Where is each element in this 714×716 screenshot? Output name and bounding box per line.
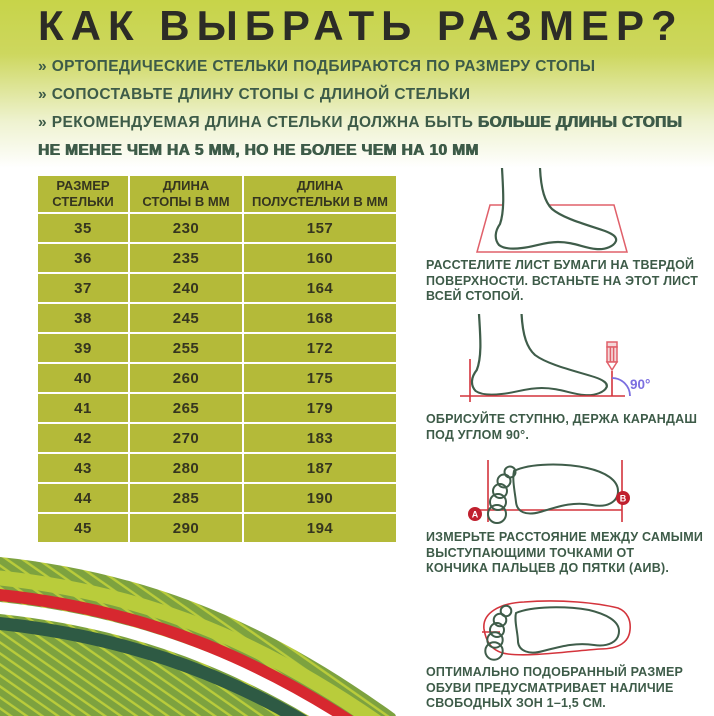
bullet-3: » РЕКОМЕНДУЕМАЯ ДЛИНА СТЕЛЬКИ ДОЛЖНА БЫТ… <box>38 109 702 165</box>
wave-white-stripe <box>0 602 333 716</box>
cell-foot-length: 270 <box>130 424 244 454</box>
col-header-halfinsole-length: ДЛИНА ПОЛУСТЕЛЬКИ В ММ <box>244 176 396 214</box>
measure-lines <box>476 460 623 522</box>
intro-bullets: » ОРТОПЕДИЧЕСКИЕ СТЕЛЬКИ ПОДБИРАЮТСЯ ПО … <box>38 53 702 165</box>
instruction-step-3: А В ИЗМЕРЬТЕ РАССТОЯНИЕ МЕЖДУ САМЫМИ ВЫС… <box>426 452 706 577</box>
wave-red-stripe <box>0 589 354 716</box>
cell-foot-length: 245 <box>130 304 244 334</box>
cell-halfinsole-length: 164 <box>244 274 396 304</box>
table-row: 37 240 164 <box>38 274 396 304</box>
cell-halfinsole-length: 160 <box>244 244 396 274</box>
page-title: КАК ВЫБРАТЬ РАЗМЕР? <box>38 2 684 49</box>
table-row: 40 260 175 <box>38 364 396 394</box>
step-3-caption: ИЗМЕРЬТЕ РАССТОЯНИЕ МЕЖДУ САМЫМИ ВЫСТУПА… <box>426 530 703 575</box>
cell-size: 45 <box>38 514 130 542</box>
bullet-1: » ОРТОПЕДИЧЕСКИЕ СТЕЛЬКИ ПОДБИРАЮТСЯ ПО … <box>38 58 596 75</box>
foot-outline <box>494 167 618 251</box>
step-4-caption: ОПТИМАЛЬНО ПОДОБРАННЫЙ РАЗМЕР ОБУВИ ПРЕД… <box>426 665 684 710</box>
cell-size: 37 <box>38 274 130 304</box>
cell-foot-length: 235 <box>130 244 244 274</box>
step-1-caption: РАССТЕЛИТЕ ЛИСТ БУМАГИ НА ТВЕРДОЙ ПОВЕРХ… <box>426 258 699 303</box>
table-row: 42 270 183 <box>38 424 396 454</box>
col-header-foot-length: ДЛИНА СТОПЫ В ММ <box>130 176 244 214</box>
step-2-caption: ОБРИСУЙТЕ СТУПНЮ, ДЕРЖА КАРАНДАШ ПОД УГЛ… <box>426 412 698 442</box>
cell-size: 43 <box>38 454 130 484</box>
instruction-step-4: ОПТИМАЛЬНО ПОДОБРАННЫЙ РАЗМЕР ОБУВИ ПРЕД… <box>426 597 706 712</box>
header-gradient <box>0 0 714 168</box>
size-table: РАЗМЕР СТЕЛЬКИ ДЛИНА СТОПЫ В ММ ДЛИНА ПО… <box>38 176 396 542</box>
point-a-badge: А <box>468 507 482 521</box>
footprint-outline <box>484 604 621 661</box>
pencil-icon <box>605 341 619 372</box>
cell-foot-length: 230 <box>130 214 244 244</box>
col-header-insole-size: РАЗМЕР СТЕЛЬКИ <box>38 176 130 214</box>
measure-lines <box>460 359 625 402</box>
cell-size: 38 <box>38 304 130 334</box>
table-row: 43 280 187 <box>38 454 396 484</box>
cell-size: 35 <box>38 214 130 244</box>
instruction-step-1: РАССТЕЛИТЕ ЛИСТ БУМАГИ НА ТВЕРДОЙ ПОВЕРХ… <box>426 166 706 305</box>
cell-foot-length: 240 <box>130 274 244 304</box>
point-a-label: А <box>472 510 479 520</box>
angle-arc <box>611 377 631 397</box>
cell-halfinsole-length: 187 <box>244 454 396 484</box>
table-row: 45 290 194 <box>38 514 396 542</box>
size-table-header: РАЗМЕР СТЕЛЬКИ ДЛИНА СТОПЫ В ММ ДЛИНА ПО… <box>38 176 396 214</box>
shoe-fit-illustration <box>482 600 631 661</box>
cell-foot-length: 280 <box>130 454 244 484</box>
angle-label: 90° <box>630 377 650 392</box>
cell-halfinsole-length: 175 <box>244 364 396 394</box>
table-row: 41 265 179 <box>38 394 396 424</box>
cell-foot-length: 255 <box>130 334 244 364</box>
paper-sheet <box>476 204 628 253</box>
bullet-3-bold: БОЛЬШЕ ДЛИНЫ СТОПЫ НЕ МЕНЕЕ ЧЕМ НА 5 ММ,… <box>38 114 683 159</box>
cell-foot-length: 265 <box>130 394 244 424</box>
cell-halfinsole-length: 168 <box>244 304 396 334</box>
cell-size: 44 <box>38 484 130 514</box>
trace-foot-illustration: 90° <box>460 313 650 402</box>
table-row: 39 255 172 <box>38 334 396 364</box>
cell-size: 41 <box>38 394 130 424</box>
cell-size: 42 <box>38 424 130 454</box>
cell-halfinsole-length: 194 <box>306 519 334 537</box>
bullet-3-normal: » РЕКОМЕНДУЕМАЯ ДЛИНА СТЕЛЬКИ ДОЛЖНА БЫТ… <box>38 114 478 131</box>
cell-halfinsole-length: 183 <box>244 424 396 454</box>
cell-foot-length: 290 <box>130 514 244 542</box>
bullet-2: » СОПОСТАВЬТЕ ДЛИНУ СТОПЫ С ДЛИНОЙ СТЕЛЬ… <box>38 86 471 103</box>
cell-halfinsole-length: 172 <box>244 334 396 364</box>
table-row: 44 285 190 <box>38 484 396 514</box>
measure-footprint-illustration: А В <box>468 460 630 524</box>
cell-halfinsole-length: 179 <box>244 394 396 424</box>
cell-foot-length: 285 <box>130 484 244 514</box>
foot-on-paper-illustration <box>476 167 628 253</box>
decorative-waves <box>0 557 396 716</box>
point-b-badge: В <box>616 491 630 505</box>
table-row: 36 235 160 <box>38 244 396 274</box>
cell-foot-length: 260 <box>130 364 244 394</box>
cell-halfinsole-length: 190 <box>244 484 396 514</box>
cell-size: 36 <box>38 244 130 274</box>
instruction-step-2: 90° ОБРИСУЙТЕ СТУПНЮ, ДЕРЖА КАРАНДАШ ПОД… <box>426 310 706 443</box>
footprint-outline <box>487 463 620 524</box>
wave-bright-stripe <box>0 570 382 716</box>
table-row: 35 230 157 <box>38 214 396 244</box>
table-row: 38 245 168 <box>38 304 396 334</box>
cell-halfinsole-length: 157 <box>244 214 396 244</box>
point-b-label: В <box>620 494 627 504</box>
cell-size: 39 <box>38 334 130 364</box>
shoe-outline <box>483 600 631 656</box>
wave-dark-green-stripe <box>0 617 308 716</box>
cell-size: 40 <box>38 364 130 394</box>
foot-outline <box>470 313 608 397</box>
